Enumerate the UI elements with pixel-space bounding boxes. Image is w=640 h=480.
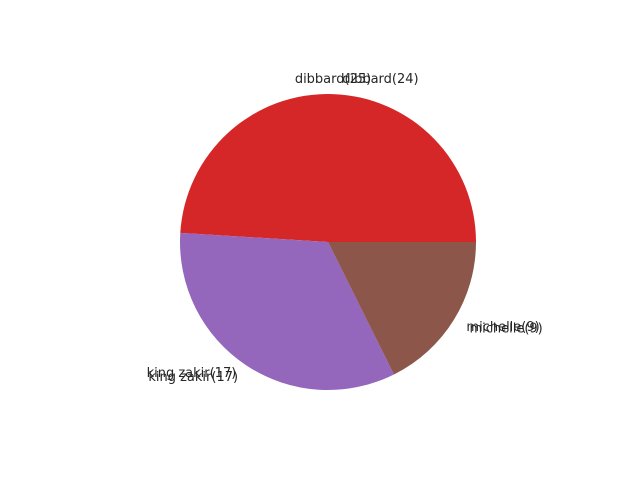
pie-slice (328, 242, 476, 375)
ghost-label: king zakir(17) (147, 366, 237, 381)
slice-label: king zakir(17) (148, 370, 238, 385)
ghost-label: dibbard(24) (342, 72, 418, 87)
pie-labels: dibbard(25) king zakir(17) michelle(9) (148, 72, 539, 385)
slice-label: dibbard(25) (295, 72, 371, 87)
pie-slices (179, 93, 476, 391)
slice-label: michelle(9) (466, 320, 539, 335)
overlapping-label-layer: dibbard(24) king zakir(17) michelle(9) (147, 72, 543, 381)
pie-slice (180, 93, 476, 243)
pie-slice (179, 232, 394, 391)
ghost-label: michelle(9) (469, 322, 542, 337)
